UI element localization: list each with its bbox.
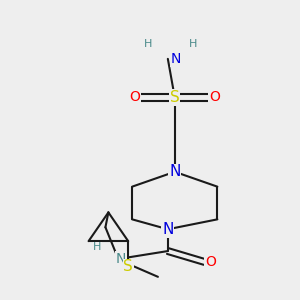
Text: O: O xyxy=(130,91,141,104)
Text: N: N xyxy=(162,222,173,237)
Text: S: S xyxy=(123,260,133,274)
Text: O: O xyxy=(205,255,216,269)
Text: N: N xyxy=(116,252,127,266)
Text: H: H xyxy=(144,39,152,49)
Text: N: N xyxy=(169,164,181,179)
Text: H: H xyxy=(188,39,197,49)
Text: N: N xyxy=(171,52,181,66)
Text: O: O xyxy=(209,91,220,104)
Text: S: S xyxy=(170,90,180,105)
Text: H: H xyxy=(93,242,102,252)
